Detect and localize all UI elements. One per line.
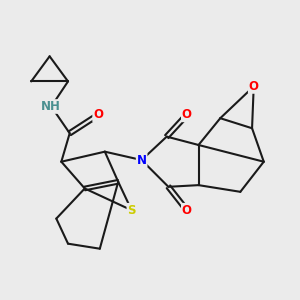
Text: O: O bbox=[93, 108, 103, 122]
Text: N: N bbox=[136, 154, 147, 166]
Text: O: O bbox=[182, 204, 192, 217]
Text: O: O bbox=[182, 108, 192, 122]
Text: NH: NH bbox=[41, 100, 61, 113]
Text: S: S bbox=[127, 204, 136, 217]
Text: O: O bbox=[249, 80, 259, 93]
